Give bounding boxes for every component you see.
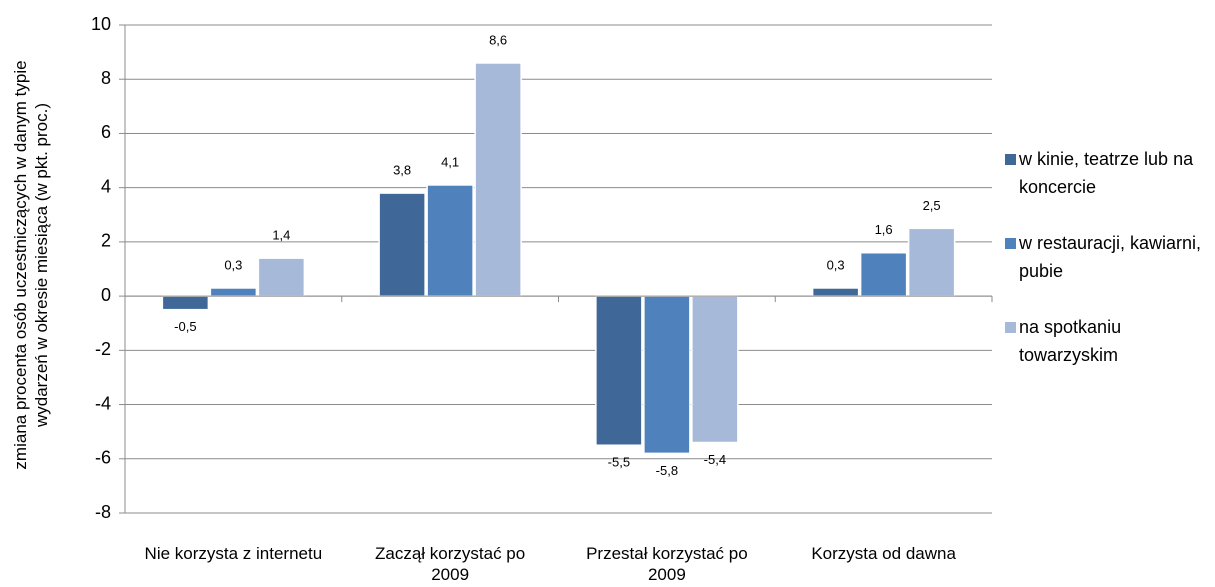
value-label: -5,4 — [704, 452, 726, 467]
y-tick-label: -4 — [95, 393, 111, 413]
value-label: -5,5 — [608, 455, 630, 470]
value-label: 3,8 — [393, 163, 411, 178]
y-axis-label: zmiana procenta osób uczestniczących w d… — [11, 60, 51, 470]
y-tick-label: -6 — [95, 448, 111, 468]
value-label: -0,5 — [174, 319, 196, 334]
legend-label: na spotkaniu towarzyskim — [1019, 317, 1122, 365]
value-label: -5,8 — [656, 463, 678, 478]
x-tick-label: Zaczął korzystać po 2009 — [375, 544, 526, 584]
legend-swatch — [1005, 322, 1016, 333]
value-label: 0,3 — [827, 257, 845, 272]
bar — [691, 295, 739, 444]
y-tick-label: 2 — [101, 231, 111, 251]
y-tick-label: 4 — [101, 176, 111, 196]
legend-label: w restauracji, kawiarni, pubie — [1019, 233, 1202, 281]
value-label: 1,6 — [875, 222, 893, 237]
bar — [426, 184, 474, 297]
value-label: 2,5 — [923, 198, 941, 213]
value-label: 8,6 — [489, 32, 507, 47]
bar — [643, 295, 691, 455]
legend-swatch — [1005, 154, 1016, 165]
y-tick-label: 0 — [101, 285, 111, 305]
bar — [595, 295, 643, 446]
bar — [907, 227, 956, 297]
bar — [859, 251, 908, 297]
y-tick-label: 8 — [101, 68, 111, 88]
x-tick-label: Korzysta od dawna — [811, 544, 956, 563]
bar — [161, 295, 210, 311]
x-tick-label: Przestał korzystać po 2009 — [586, 544, 748, 584]
bar — [209, 287, 258, 297]
bar — [474, 62, 522, 297]
legend-swatch — [1005, 238, 1016, 249]
x-tick-label: Nie korzysta z internetu — [144, 544, 323, 563]
bar — [378, 192, 426, 297]
value-label: 0,3 — [224, 257, 242, 272]
legend-label: w kinie, teatrze lub na koncercie — [1019, 149, 1194, 197]
y-tick-label: -2 — [95, 339, 111, 359]
y-tick-label: 10 — [91, 14, 111, 34]
value-label: 1,4 — [272, 228, 290, 243]
bar — [811, 287, 860, 297]
y-tick-label: -8 — [95, 502, 111, 522]
value-label: 4,1 — [441, 154, 459, 169]
bar — [257, 257, 306, 297]
y-tick-label: 6 — [101, 122, 111, 142]
